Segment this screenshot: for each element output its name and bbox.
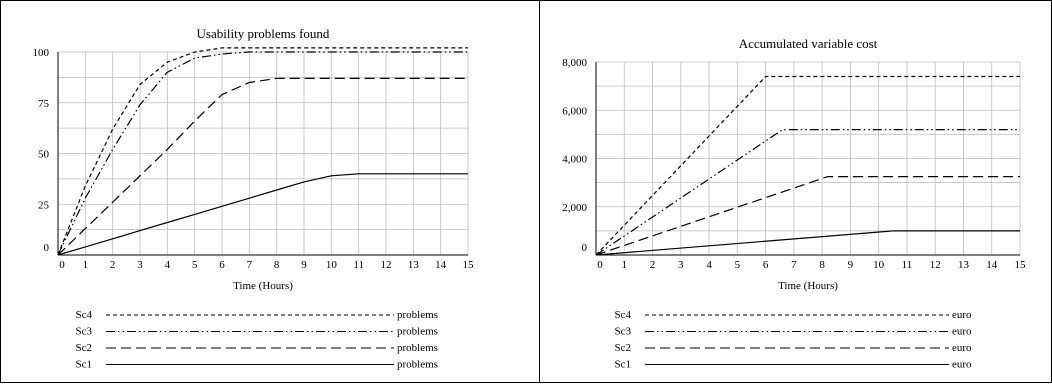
- legend-unit: euro: [952, 359, 972, 371]
- legend-name-sc3: Sc3: [615, 326, 632, 338]
- x-tick-label: 2: [650, 259, 656, 271]
- legend-name-sc4: Sc4: [615, 309, 632, 321]
- x-tick-label: 4: [165, 259, 171, 271]
- series-line-sc4: [595, 75, 1020, 256]
- x-tick-label: 13: [408, 259, 420, 271]
- series-line-sc2: [595, 176, 1020, 256]
- x-tick-label: 8: [819, 259, 825, 271]
- series-line-sc3: [595, 129, 1020, 256]
- x-tick-label: 6: [763, 259, 769, 271]
- x-tick-label: 1: [622, 259, 628, 271]
- x-tick-label: 3: [137, 259, 143, 271]
- series-line-sc1: [595, 230, 1020, 256]
- x-tick-label: 6: [219, 259, 225, 271]
- legend-unit: problems: [397, 309, 438, 321]
- legend-name-sc1: Sc1: [615, 359, 632, 371]
- x-tick-label: 15: [463, 259, 475, 271]
- y-tick-label: 8,000: [562, 57, 587, 69]
- x-tick-label: 0: [59, 259, 65, 271]
- x-tick-label: 14: [435, 259, 447, 271]
- x-tick-label: 7: [247, 259, 253, 271]
- legend-unit: problems: [397, 359, 438, 371]
- y-tick-label: 2,000: [562, 202, 587, 214]
- series-line-sc3: [57, 51, 468, 256]
- x-tick-label: 13: [958, 259, 970, 271]
- x-tick-label: 15: [1015, 259, 1027, 271]
- legend-unit: euro: [952, 342, 972, 354]
- chart-title: Accumulated variable cost: [739, 36, 878, 51]
- x-tick-label: 0: [597, 259, 603, 271]
- x-tick-label: 5: [192, 259, 198, 271]
- x-tick-label: 5: [735, 259, 741, 271]
- legend-unit: problems: [397, 342, 438, 354]
- y-tick-label: 25: [38, 199, 50, 211]
- y-tick-label: 0: [582, 242, 588, 254]
- chart-title: Usability problems found: [197, 26, 330, 41]
- x-tick-label: 14: [986, 259, 998, 271]
- x-tick-label: 11: [353, 259, 364, 271]
- x-tick-label: 8: [274, 259, 280, 271]
- series-line-sc4: [57, 47, 468, 256]
- legend-name-sc1: Sc1: [76, 359, 93, 371]
- x-tick-label: 9: [301, 259, 307, 271]
- x-tick-label: 11: [902, 259, 913, 271]
- x-tick-label: 4: [706, 259, 712, 271]
- x-tick-label: 12: [930, 259, 941, 271]
- x-tick-label: 1: [83, 259, 89, 271]
- x-axis-label: Time (Hours): [778, 280, 838, 292]
- series-line-sc1: [57, 173, 468, 256]
- x-tick-label: 3: [678, 259, 684, 271]
- y-tick-label: 4,000: [562, 154, 587, 166]
- legend-unit: euro: [952, 326, 972, 338]
- legend-unit: euro: [952, 309, 972, 321]
- x-tick-label: 10: [873, 259, 885, 271]
- x-tick-label: 10: [326, 259, 338, 271]
- y-tick-label: 75: [38, 98, 50, 110]
- y-tick-label: 100: [33, 47, 50, 59]
- x-axis-label: Time (Hours): [233, 280, 293, 292]
- legend-unit: problems: [397, 326, 438, 338]
- x-tick-label: 2: [110, 259, 116, 271]
- y-tick-label: 0: [44, 242, 50, 254]
- y-tick-label: 50: [38, 149, 50, 161]
- series-line-sc2: [57, 77, 468, 256]
- x-tick-label: 12: [381, 259, 392, 271]
- legend-name-sc2: Sc2: [615, 342, 632, 354]
- legend-name-sc4: Sc4: [76, 309, 93, 321]
- legend-name-sc3: Sc3: [76, 326, 93, 338]
- x-tick-label: 9: [848, 259, 854, 271]
- x-tick-label: 7: [791, 259, 797, 271]
- y-tick-label: 6,000: [562, 105, 587, 117]
- legend-name-sc2: Sc2: [76, 342, 93, 354]
